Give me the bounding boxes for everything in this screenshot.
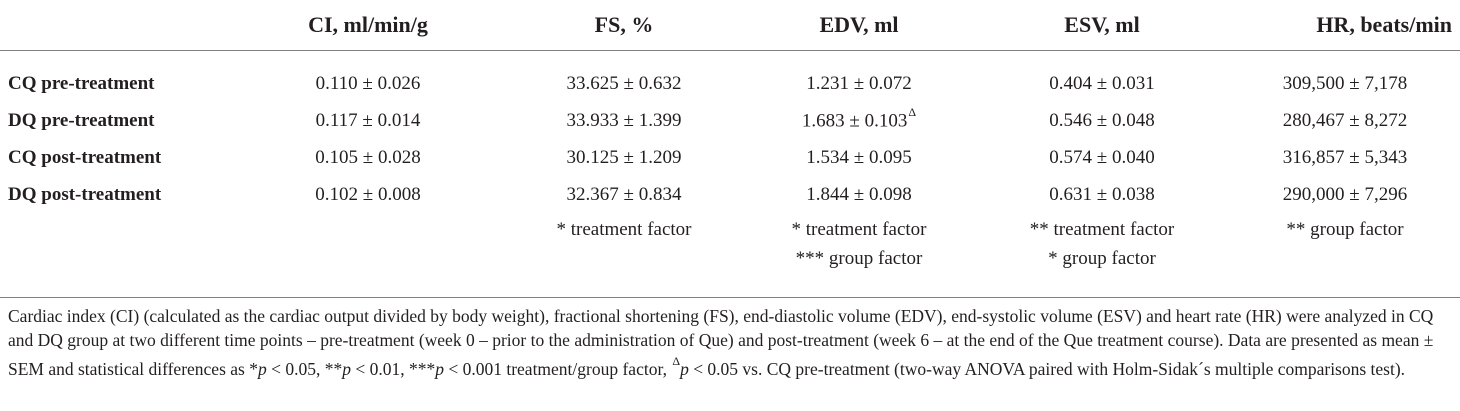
table-cell: 1.844 ± 0.098 (744, 176, 974, 213)
row-label: DQ pre-treatment (8, 109, 155, 131)
cell-value: 0.117 ± 0.014 (315, 109, 421, 131)
table-cell: 1.534 ± 0.095 (744, 139, 974, 176)
cell-value: 316,857 ± 5,343 (1282, 146, 1408, 168)
table-cell: 1.683 ± 0.103Δ (744, 102, 974, 139)
significance-note: * group factor (1048, 248, 1156, 269)
caption-p-italic: p (680, 358, 689, 379)
table-cell: 280,467 ± 8,272 (1230, 102, 1460, 139)
cell-value: 0.102 ± 0.008 (315, 183, 421, 205)
cell-value: 1.231 ± 0.072 (806, 72, 912, 94)
table-cell: 0.631 ± 0.038 (974, 176, 1230, 213)
cell-value: 1.534 ± 0.095 (806, 146, 912, 168)
table-header-row: CI, ml/min/g FS, % EDV, ml ESV, ml HR, b… (0, 0, 1460, 51)
cell-value: 33.933 ± 1.399 (566, 109, 682, 131)
caption-p-italic: p (435, 358, 444, 379)
cell-value: 1.683 ± 0.103 (801, 110, 908, 132)
significance-note: *** group factor (795, 248, 923, 269)
header-cell-fs: FS, % (504, 0, 744, 51)
table-cell: 33.625 ± 0.632 (504, 51, 744, 103)
header-cell-empty (0, 0, 232, 51)
caption-text: < 0.001 treatment/group factor, (443, 358, 672, 379)
significance-cell: * treatment factor *** group factor (744, 213, 974, 273)
cell-value: 30.125 ± 1.209 (566, 146, 682, 168)
significance-cell: ** treatment factor * group factor (974, 213, 1230, 273)
header-cell-esv: ESV, ml (974, 0, 1230, 51)
table-cell: 0.546 ± 0.048 (974, 102, 1230, 139)
caption-text: < 0.05 vs. CQ pre-treatment (two-way ANO… (688, 358, 1406, 379)
cell-value: 32.367 ± 0.834 (566, 183, 682, 205)
table-row: CQ pre-treatment 0.110 ± 0.026 33.625 ± … (0, 51, 1460, 103)
significance-note: ** treatment factor (1029, 219, 1175, 240)
row-label: DQ post-treatment (8, 183, 162, 205)
significance-note: ** group factor (1286, 219, 1404, 240)
results-table: CI, ml/min/g FS, % EDV, ml ESV, ml HR, b… (0, 0, 1460, 273)
cell-value: 280,467 ± 8,272 (1282, 109, 1408, 131)
cell-value: 33.625 ± 0.632 (566, 72, 682, 94)
table-cell: 316,857 ± 5,343 (1230, 139, 1460, 176)
caption-text: Cardiac index (CI) (calculated as the ca… (8, 306, 1434, 379)
significance-note: * treatment factor (791, 219, 927, 240)
table-cell: 0.574 ± 0.040 (974, 139, 1230, 176)
cell-value: 0.404 ± 0.031 (1049, 72, 1155, 94)
cell-value: 0.574 ± 0.040 (1049, 146, 1155, 168)
cell-value: 0.546 ± 0.048 (1049, 109, 1155, 131)
header-cell-hr: HR, beats/min (1230, 0, 1460, 51)
table-cell: 290,000 ± 7,296 (1230, 176, 1460, 213)
table-cell: 1.231 ± 0.072 (744, 51, 974, 103)
significance-cell: ** group factor (1230, 213, 1460, 273)
table-cell: 0.102 ± 0.008 (232, 176, 504, 213)
caption-delta-mark: Δ (672, 354, 681, 368)
significance-cell-empty (0, 213, 232, 273)
header-cell-ci: CI, ml/min/g (232, 0, 504, 51)
table-cell: 32.367 ± 0.834 (504, 176, 744, 213)
caption-text: < 0.05, ** (266, 358, 343, 379)
significance-cell: * treatment factor (504, 213, 744, 273)
table-cell: 33.933 ± 1.399 (504, 102, 744, 139)
cell-value: 1.844 ± 0.098 (806, 183, 912, 205)
table-row: DQ pre-treatment 0.117 ± 0.014 33.933 ± … (0, 102, 1460, 139)
cell-value: 0.110 ± 0.026 (315, 72, 421, 94)
cell-value: 309,500 ± 7,178 (1282, 72, 1408, 94)
table-cell: 309,500 ± 7,178 (1230, 51, 1460, 103)
table-caption: Cardiac index (CI) (calculated as the ca… (8, 304, 1454, 381)
cell-value: 290,000 ± 7,296 (1282, 183, 1408, 205)
table-cell: 0.117 ± 0.014 (232, 102, 504, 139)
row-label: CQ post-treatment (8, 146, 162, 168)
table-cell: 0.110 ± 0.026 (232, 51, 504, 103)
caption-p-italic: p (342, 358, 351, 379)
table-row: DQ post-treatment 0.102 ± 0.008 32.367 ±… (0, 176, 1460, 213)
table-cell: 30.125 ± 1.209 (504, 139, 744, 176)
table-cell: 0.105 ± 0.028 (232, 139, 504, 176)
table-cell: 0.404 ± 0.031 (974, 51, 1230, 103)
row-label: CQ pre-treatment (8, 72, 155, 94)
cell-value: 0.631 ± 0.038 (1049, 183, 1155, 205)
significance-note: * treatment factor (556, 219, 692, 240)
significance-cell (232, 213, 504, 273)
table-bottom-divider (0, 297, 1460, 298)
table-row: CQ post-treatment 0.105 ± 0.028 30.125 ±… (0, 139, 1460, 176)
significance-mark: Δ (908, 105, 917, 120)
significance-row: * treatment factor * treatment factor ***… (0, 213, 1460, 273)
caption-text: < 0.01, *** (350, 358, 436, 379)
header-cell-edv: EDV, ml (744, 0, 974, 51)
caption-p-italic: p (257, 358, 267, 379)
cell-value: 0.105 ± 0.028 (315, 146, 421, 168)
results-table-container: CI, ml/min/g FS, % EDV, ml ESV, ml HR, b… (0, 0, 1460, 273)
